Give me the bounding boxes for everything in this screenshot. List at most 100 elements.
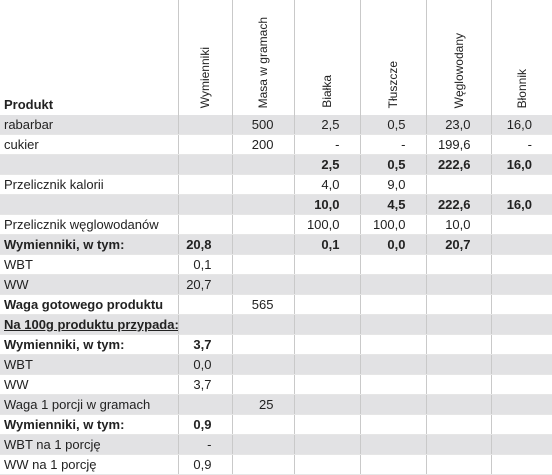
cell: 200 [231,134,294,155]
cell [177,174,232,195]
row-label: Wymienniki, w tym: [0,334,178,355]
cell: 0,1 [177,254,232,275]
table-row: WW 3,7 [0,374,552,395]
cell [359,314,426,335]
cell: 100,0 [293,214,360,235]
cell [490,354,552,375]
cell: 23,0 [425,115,491,135]
header-text: Białka [320,75,334,108]
cell [177,394,232,415]
cell: 2,5 [293,115,360,135]
cell [359,294,426,315]
cell [425,274,491,295]
cell [490,254,552,275]
cell: - [490,134,552,155]
table-row: Wymienniki, w tym: 0,9 [0,414,552,435]
cell: 0,0 [177,354,232,375]
cell [231,274,294,295]
row-label: cukier [0,134,178,155]
cell: 0,5 [359,115,426,135]
cell [425,314,491,335]
cell: 16,0 [490,115,552,135]
header-cell: Białka [293,0,360,115]
row-label: Waga gotowego produktu [0,294,178,315]
cell [231,314,294,335]
cell: 16,0 [490,194,552,215]
cell: 2,5 [293,154,360,175]
row-label: Wymienniki, w tym: [0,234,178,255]
cell: 9,0 [359,174,426,195]
cell: 0,5 [359,154,426,175]
cell [177,115,232,135]
table-row: WBT na 1 porcję - [0,434,552,455]
header-text: Tłuszcze [386,60,400,108]
row-label: rabarbar [0,115,178,135]
cell [490,434,552,455]
table-row: WW 20,7 [0,274,552,295]
row-label: WBT na 1 porcję [0,434,178,455]
header-cell: Masa w gramach [231,0,294,115]
cell: - [177,434,232,455]
cell [490,394,552,415]
row-label: WBT [0,254,178,275]
row-label: WW [0,274,178,295]
row-label: WW na 1 porcję [0,454,178,475]
cell: 25 [231,394,294,415]
cell [231,254,294,275]
cell: 222,6 [425,154,491,175]
row-label: Wymienniki, w tym: [0,414,178,435]
cell [359,254,426,275]
cell: 3,7 [177,374,232,395]
cell [425,354,491,375]
cell [359,334,426,355]
table-body: rabarbar 500 2,5 0,5 23,0 16,0 cukier 200- -199,… [0,115,552,475]
cell [359,354,426,375]
table-row: Przelicznik węglowodanów 100,0 100,0 10,0 [0,214,552,235]
cell: 4,5 [359,194,426,215]
cell: 500 [231,115,294,135]
cell [425,334,491,355]
cell: 3,7 [177,334,232,355]
table-row: Przelicznik kalorii 4,0 9,0 [0,174,552,195]
cell [425,254,491,275]
cell: 199,6 [425,134,491,155]
cell: 16,0 [490,154,552,175]
cell [231,154,294,175]
cell [231,434,294,455]
table-row: 10,0 4,5 222,6 16,0 [0,194,552,215]
cell [425,394,491,415]
cell: 10,0 [425,214,491,235]
table-row: Waga gotowego produktu 565 [0,294,552,315]
cell [293,314,360,335]
table-row: WBT 0,1 [0,254,552,275]
cell [490,334,552,355]
cell [231,234,294,255]
cell [425,174,491,195]
cell [490,234,552,255]
cell [231,214,294,235]
cell [231,334,294,355]
row-label: Przelicznik węglowodanów [0,214,178,235]
cell [359,434,426,455]
cell: 100,0 [359,214,426,235]
cell [231,414,294,435]
table-row: Wymienniki, w tym: 20,8 0,1 0,0 20,7 [0,234,552,255]
table-row: 2,5 0,5 222,6 16,0 [0,154,552,175]
table-row: rabarbar 500 2,5 0,5 23,0 16,0 [0,115,552,135]
table-row: Wymienniki, w tym: 3,7 [0,334,552,355]
table-row: Waga 1 porcji w gramach 25 [0,394,552,415]
table-row: cukier 200- -199,6- [0,134,552,155]
cell [231,194,294,215]
cell [490,294,552,315]
header-cell: Węglowodany [425,0,491,115]
cell: 10,0 [293,194,360,215]
cell: 20,8 [177,234,232,255]
header-text: Węglowodany [451,32,466,108]
header-text: Wymienniki [198,46,212,108]
cell [177,294,232,315]
cell: 0,9 [177,414,232,435]
cell: 4,0 [293,174,360,195]
header-cell: Wymienniki [177,0,232,115]
cell: - [359,134,426,155]
